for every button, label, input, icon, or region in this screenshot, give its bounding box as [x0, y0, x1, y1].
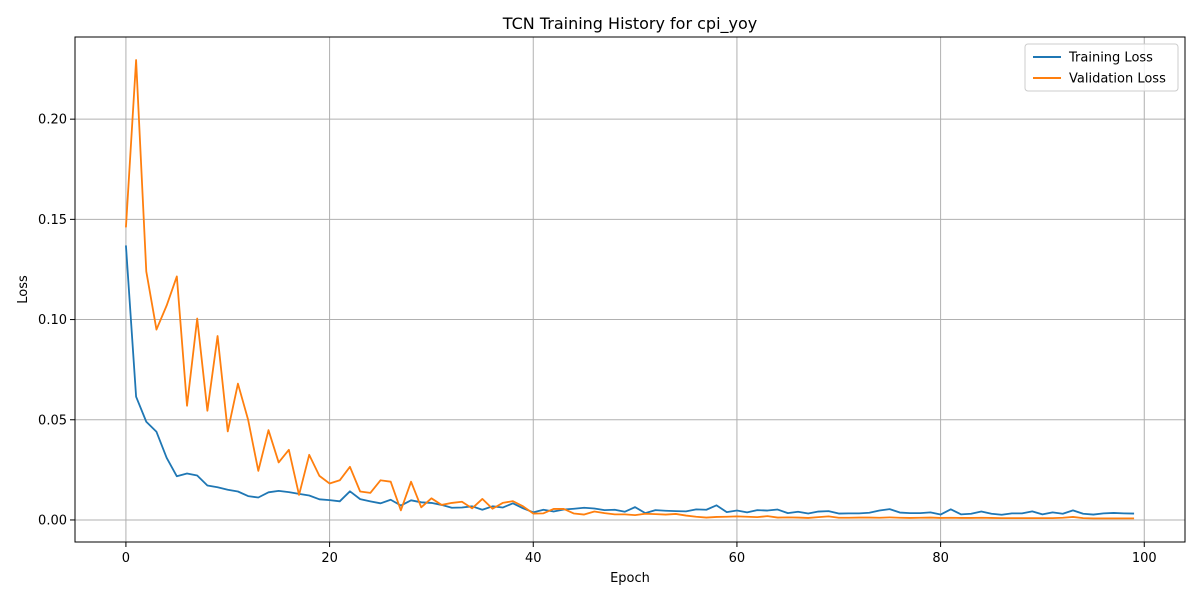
- series-line-validation-loss: [125, 59, 1135, 520]
- x-tick-label: 40: [525, 551, 542, 566]
- x-tick-label: 0: [122, 551, 130, 566]
- legend-box: [1024, 43, 1179, 92]
- legend-label-training-loss: Training Loss: [1068, 51, 1153, 66]
- y-tick-label: 0.20: [38, 113, 67, 128]
- legend-label-validation-loss: Validation Loss: [1069, 72, 1166, 87]
- grid: [75, 37, 1185, 542]
- series-line-training-loss: [125, 245, 1135, 516]
- chart-title: TCN Training History for cpi_yoy: [502, 14, 758, 34]
- y-tick-label: 0.05: [38, 413, 67, 428]
- x-tick-label: 100: [1132, 551, 1157, 566]
- x-axis-label: Epoch: [610, 571, 650, 586]
- x-tick-label: 60: [729, 551, 746, 566]
- x-tick-label: 20: [321, 551, 338, 566]
- y-tick-label: 0.00: [38, 513, 67, 528]
- legend: Training Loss Validation Loss: [1024, 43, 1179, 92]
- series-lines: [125, 59, 1135, 520]
- axes: 0 20 40 60 80 100 0.00 0.05 0.10 0.15 0.20: [38, 36, 1186, 566]
- y-axis-label: Loss: [16, 275, 31, 304]
- y-tick-label: 0.15: [38, 213, 67, 228]
- plot-frame: [74, 36, 1186, 543]
- x-tick-label: 80: [932, 551, 949, 566]
- y-tick-label: 0.10: [38, 313, 67, 328]
